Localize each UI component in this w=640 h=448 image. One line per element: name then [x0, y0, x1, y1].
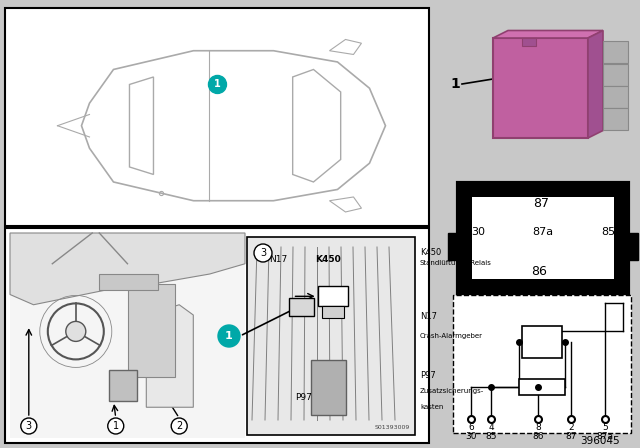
Text: Zusatzsicherungs-: Zusatzsicherungs-: [420, 388, 484, 394]
Text: N17: N17: [420, 312, 437, 321]
Text: 85: 85: [601, 227, 615, 237]
Text: 87a: 87a: [596, 431, 614, 440]
Text: 3: 3: [26, 421, 32, 431]
Bar: [448, 233, 460, 260]
Text: Standlüftungs-Relais: Standlüftungs-Relais: [420, 260, 492, 266]
Polygon shape: [10, 233, 245, 305]
Circle shape: [20, 418, 36, 434]
Text: S01393009: S01393009: [374, 425, 410, 430]
Bar: [458, 183, 628, 293]
Polygon shape: [603, 41, 628, 63]
Circle shape: [172, 418, 187, 434]
Polygon shape: [603, 64, 628, 86]
Text: 30: 30: [465, 431, 477, 440]
Polygon shape: [493, 30, 603, 38]
Bar: [626, 233, 638, 260]
Text: 6: 6: [468, 422, 474, 431]
Circle shape: [66, 321, 86, 341]
Polygon shape: [81, 51, 385, 201]
Bar: [321, 306, 344, 318]
Bar: [127, 284, 175, 376]
Bar: [99, 274, 158, 290]
Text: 3: 3: [260, 248, 266, 258]
Text: 1: 1: [450, 77, 460, 91]
Text: 1: 1: [214, 79, 221, 90]
Polygon shape: [603, 108, 628, 130]
Bar: [472, 197, 614, 279]
Text: P97: P97: [420, 371, 436, 380]
Text: N17: N17: [269, 254, 287, 263]
Polygon shape: [588, 30, 603, 138]
Polygon shape: [330, 39, 362, 55]
Polygon shape: [603, 86, 628, 108]
Text: kasten: kasten: [420, 404, 444, 410]
Bar: [5, 228, 429, 443]
Text: K450: K450: [315, 254, 340, 263]
Bar: [5, 8, 429, 226]
Text: 8: 8: [535, 422, 541, 431]
Text: 87: 87: [565, 431, 577, 440]
Text: 5: 5: [602, 422, 608, 431]
Polygon shape: [330, 197, 362, 212]
Text: 4: 4: [488, 422, 494, 431]
Text: K450: K450: [420, 247, 441, 257]
Bar: [443, 10, 628, 158]
Polygon shape: [292, 69, 340, 182]
Text: 87a: 87a: [532, 227, 554, 237]
Text: Crash-Alarmgeber: Crash-Alarmgeber: [420, 333, 483, 339]
Bar: [311, 360, 346, 415]
Circle shape: [218, 325, 240, 347]
Text: 86: 86: [531, 264, 547, 277]
Text: P97: P97: [295, 392, 312, 401]
Polygon shape: [147, 305, 193, 407]
Text: 86: 86: [532, 431, 544, 440]
Bar: [289, 298, 314, 316]
Polygon shape: [493, 38, 588, 138]
Text: 85: 85: [485, 431, 497, 440]
Circle shape: [254, 244, 272, 262]
Circle shape: [108, 418, 124, 434]
Bar: [247, 237, 415, 435]
Bar: [522, 326, 562, 358]
Circle shape: [209, 75, 227, 94]
Text: 2: 2: [176, 421, 182, 431]
Bar: [522, 38, 536, 46]
Bar: [109, 370, 137, 401]
Polygon shape: [129, 77, 154, 174]
Bar: [10, 233, 245, 438]
Bar: [317, 286, 348, 306]
Text: 1: 1: [113, 421, 119, 431]
Text: 2: 2: [568, 422, 574, 431]
Bar: [453, 295, 631, 433]
Text: 396045: 396045: [580, 436, 620, 446]
Bar: [519, 379, 565, 395]
Text: 1: 1: [225, 331, 233, 341]
Text: 30: 30: [471, 227, 485, 237]
Text: 87: 87: [533, 197, 549, 210]
